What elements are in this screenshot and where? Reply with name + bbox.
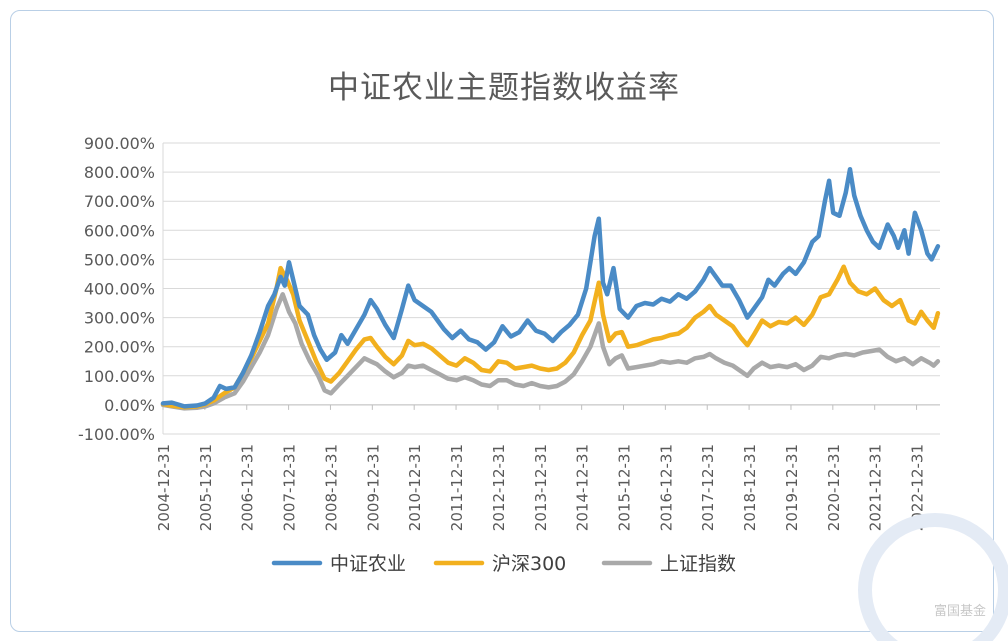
x-tick-label: 2009-12-31 bbox=[364, 444, 382, 531]
y-tick-label: 300.00% bbox=[84, 309, 155, 328]
x-tick-label: 2019-12-31 bbox=[783, 444, 801, 531]
y-tick-label: 200.00% bbox=[84, 338, 155, 357]
x-tick-label: 2011-12-31 bbox=[448, 444, 466, 531]
x-tick-label: 2007-12-31 bbox=[281, 444, 299, 531]
x-tick-label: 2012-12-31 bbox=[490, 444, 508, 531]
y-tick-label: 900.00% bbox=[84, 134, 155, 153]
x-tick-label: 2021-12-31 bbox=[867, 444, 885, 531]
y-tick-label: 400.00% bbox=[84, 280, 155, 299]
legend-item-2: 上证指数 bbox=[601, 553, 736, 575]
x-tick-label: 2010-12-31 bbox=[406, 444, 424, 531]
watermark-emblem-icon bbox=[858, 513, 1008, 641]
chart-title: 中证农业主题指数收益率 bbox=[328, 70, 680, 106]
legend-item-0: 中证农业 bbox=[271, 553, 406, 575]
x-tick-label: 2008-12-31 bbox=[322, 444, 340, 531]
series-line-2 bbox=[160, 292, 941, 411]
legend-label: 中证农业 bbox=[330, 553, 406, 575]
y-tick-label: -100.00% bbox=[78, 425, 155, 444]
series-line-1 bbox=[160, 264, 941, 410]
y-tick-label: 800.00% bbox=[84, 163, 155, 182]
watermark-logo: 富国基金 bbox=[933, 604, 986, 619]
x-tick-label: 2013-12-31 bbox=[532, 444, 550, 531]
x-tick-label: 2014-12-31 bbox=[574, 444, 592, 531]
x-tick-label: 2004-12-31 bbox=[155, 444, 173, 531]
series-line-0 bbox=[160, 166, 941, 409]
y-tick-label: 100.00% bbox=[84, 367, 155, 386]
x-tick-label: 2018-12-31 bbox=[741, 444, 759, 531]
x-tick-label: 2020-12-31 bbox=[825, 444, 843, 531]
y-tick-label: 500.00% bbox=[84, 250, 155, 269]
legend-label: 上证指数 bbox=[660, 553, 736, 575]
x-tick-label: 2016-12-31 bbox=[657, 444, 675, 531]
x-tick-label: 2017-12-31 bbox=[699, 444, 717, 531]
x-tick-label: 2006-12-31 bbox=[239, 444, 257, 531]
legend-item-1: 沪深300 bbox=[433, 553, 566, 575]
y-tick-label: 0.00% bbox=[104, 396, 155, 415]
legend-label: 沪深300 bbox=[492, 553, 566, 575]
y-tick-label: 600.00% bbox=[84, 221, 155, 240]
y-tick-label: 700.00% bbox=[84, 192, 155, 211]
x-tick-label: 2022-12-31 bbox=[909, 444, 927, 531]
x-tick-label: 2015-12-31 bbox=[616, 444, 634, 531]
chart-frame bbox=[10, 10, 994, 632]
x-tick-label: 2005-12-31 bbox=[197, 444, 215, 531]
